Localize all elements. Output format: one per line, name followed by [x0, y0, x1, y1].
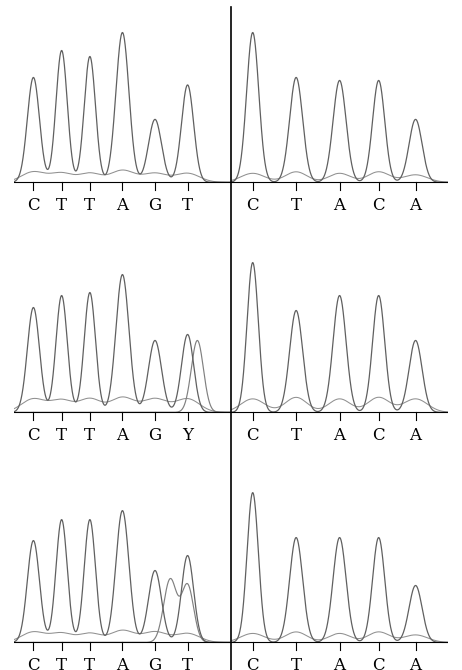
Text: C: C	[246, 427, 259, 444]
Text: C: C	[27, 197, 40, 214]
Text: T: T	[291, 657, 302, 670]
Text: T: T	[56, 657, 67, 670]
Text: A: A	[334, 197, 346, 214]
Text: C: C	[372, 657, 385, 670]
Text: C: C	[372, 197, 385, 214]
Text: C: C	[246, 197, 259, 214]
Text: T: T	[182, 657, 193, 670]
Text: Y: Y	[182, 427, 193, 444]
Text: T: T	[182, 197, 193, 214]
Text: C: C	[27, 657, 40, 670]
Text: A: A	[410, 657, 421, 670]
Text: A: A	[116, 657, 128, 670]
Text: A: A	[334, 657, 346, 670]
Text: T: T	[291, 427, 302, 444]
Text: T: T	[85, 427, 95, 444]
Text: C: C	[27, 427, 40, 444]
Text: T: T	[56, 427, 67, 444]
Text: T: T	[56, 197, 67, 214]
Text: A: A	[334, 427, 346, 444]
Text: T: T	[291, 197, 302, 214]
Text: A: A	[410, 197, 421, 214]
Text: G: G	[148, 197, 162, 214]
Text: A: A	[116, 197, 128, 214]
Text: C: C	[246, 657, 259, 670]
Text: T: T	[85, 657, 95, 670]
Text: G: G	[148, 427, 162, 444]
Text: A: A	[116, 427, 128, 444]
Text: G: G	[148, 657, 162, 670]
Text: C: C	[372, 427, 385, 444]
Text: T: T	[85, 197, 95, 214]
Text: A: A	[410, 427, 421, 444]
